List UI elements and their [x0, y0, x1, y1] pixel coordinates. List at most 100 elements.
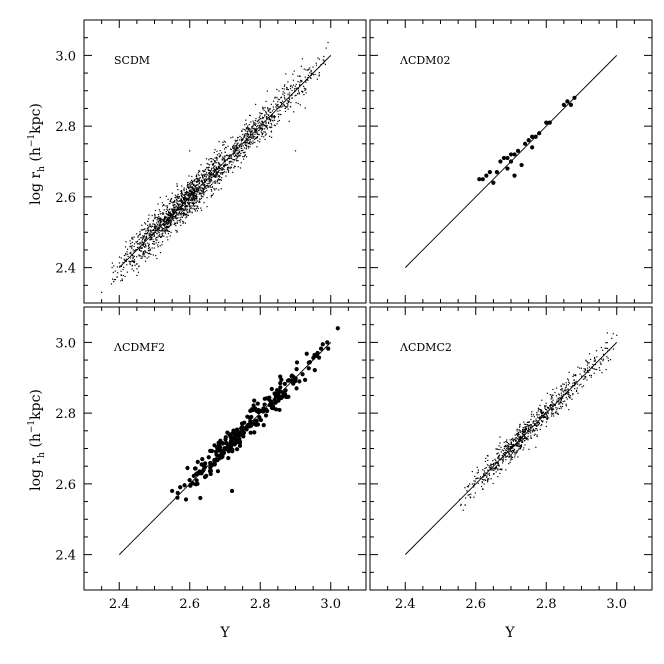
data-point [194, 208, 196, 211]
data-point [288, 100, 290, 102]
data-point [561, 394, 563, 396]
data-point [519, 437, 522, 439]
data-point [508, 452, 510, 454]
data-point [266, 90, 268, 92]
data-point [266, 124, 268, 127]
data-point [213, 175, 215, 177]
data-point [198, 183, 200, 185]
data-point [204, 178, 206, 180]
data-point [162, 223, 164, 225]
data-point [238, 149, 240, 151]
data-point [264, 115, 266, 117]
data-point [560, 392, 562, 394]
data-point [206, 167, 208, 169]
data-point [208, 448, 213, 453]
data-point [486, 473, 488, 475]
data-point [495, 460, 497, 462]
data-point [200, 187, 202, 189]
data-point [261, 120, 263, 122]
data-point [178, 212, 181, 214]
data-point [198, 495, 203, 501]
data-point [240, 149, 242, 152]
x-tick-label: 2.6 [179, 597, 200, 612]
data-point [572, 384, 574, 387]
data-point [251, 143, 253, 145]
data-point [111, 262, 114, 264]
data-point [294, 90, 296, 93]
data-point [497, 462, 499, 464]
data-point [185, 190, 188, 192]
data-point [267, 107, 269, 110]
data-point [513, 451, 515, 453]
data-point [168, 220, 170, 222]
data-point [510, 457, 512, 459]
data-point [270, 131, 273, 133]
data-point [605, 347, 607, 349]
data-point [256, 136, 258, 138]
data-point [173, 206, 175, 208]
data-point [220, 164, 222, 166]
data-point [162, 230, 164, 232]
data-point [187, 186, 190, 188]
data-point [287, 108, 289, 110]
data-point [560, 385, 562, 388]
data-point [299, 83, 301, 86]
data-point [515, 444, 517, 447]
data-point [197, 179, 199, 182]
data-point [139, 231, 141, 233]
data-point [178, 200, 180, 203]
data-point [490, 467, 492, 469]
data-point [232, 145, 234, 147]
data-point [560, 402, 562, 404]
data-point [151, 236, 153, 238]
data-point [136, 246, 139, 249]
data-point [257, 133, 260, 135]
data-point [150, 225, 152, 227]
data-point [486, 481, 489, 483]
data-point [299, 75, 301, 77]
data-point [120, 270, 122, 272]
y-tick-label: 2.6 [55, 191, 76, 206]
data-point [601, 372, 603, 374]
data-point [149, 248, 151, 250]
data-point [252, 125, 254, 127]
data-point [190, 197, 192, 199]
data-point [573, 385, 576, 387]
data-point [180, 190, 182, 192]
data-point [561, 387, 563, 390]
data-point [258, 118, 260, 120]
data-point [165, 222, 167, 224]
data-point [227, 169, 229, 171]
data-point [269, 107, 271, 110]
data-point [124, 246, 127, 248]
data-point [546, 392, 548, 394]
data-point [292, 377, 297, 382]
data-point [193, 200, 195, 202]
data-point [199, 201, 201, 203]
data-point [220, 179, 223, 181]
data-point [502, 458, 504, 460]
data-point [180, 206, 182, 208]
data-point [302, 91, 304, 93]
data-point [188, 203, 191, 205]
data-point [554, 391, 556, 394]
data-point [501, 449, 503, 451]
data-point [270, 111, 272, 114]
data-point [514, 454, 516, 456]
data-point [522, 430, 525, 432]
data-point [528, 448, 530, 450]
data-point [143, 253, 145, 255]
data-point [132, 249, 134, 251]
data-point [148, 252, 150, 254]
data-point [183, 201, 185, 203]
data-point [492, 469, 494, 471]
data-point [250, 141, 252, 143]
data-point [121, 278, 123, 280]
data-point [218, 163, 220, 165]
data-point [218, 161, 220, 164]
data-point [498, 455, 500, 457]
data-point [180, 219, 182, 221]
data-point [213, 169, 216, 171]
data-point [499, 472, 501, 475]
data-point [155, 226, 157, 228]
